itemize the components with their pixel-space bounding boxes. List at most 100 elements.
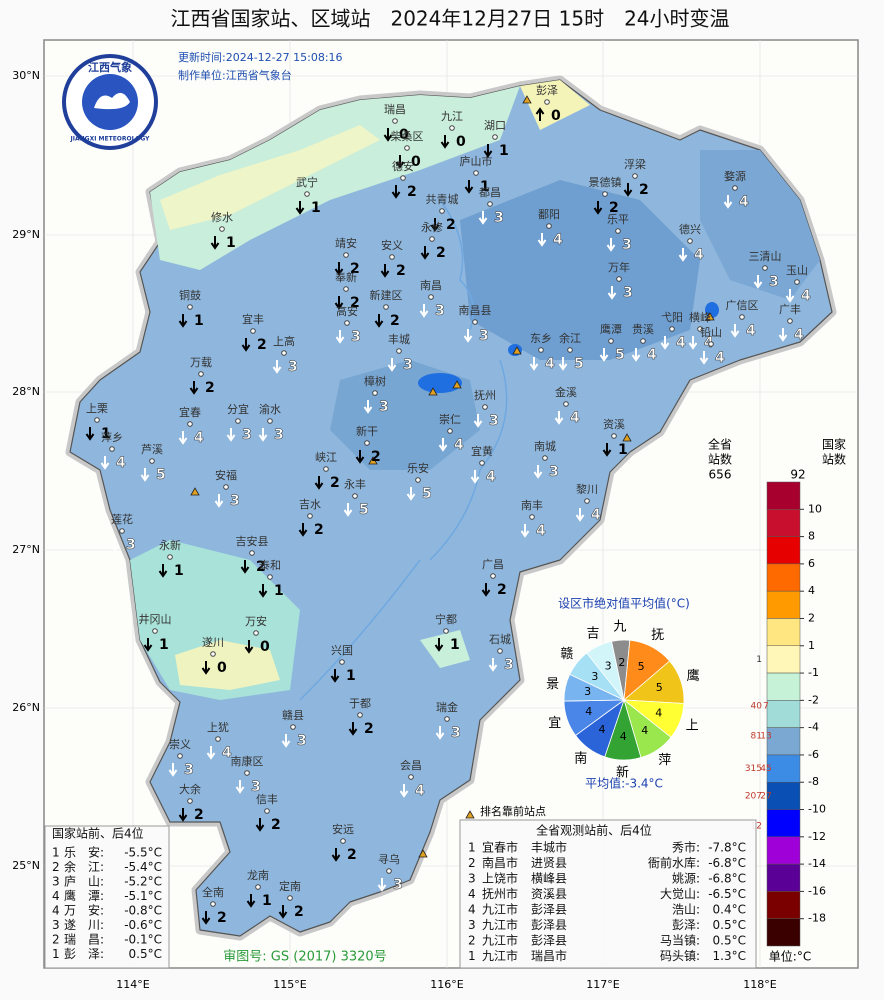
station-name: 寻乌 (378, 852, 400, 866)
change-value: 4 (746, 323, 756, 339)
station-dot (669, 326, 675, 332)
station-dot (392, 118, 398, 124)
change-arrow (348, 722, 358, 736)
station-name: 永丰 (344, 477, 366, 491)
legend-swatch (766, 809, 801, 838)
table-cell: 0.5°C (713, 918, 746, 932)
province-count: 207 (745, 791, 762, 801)
change-arrow (406, 487, 416, 501)
legend-swatch (766, 727, 801, 756)
change-value: 3 (274, 427, 284, 443)
legend-tick-label: 1 (808, 639, 815, 652)
legend-tick-label: -1 (808, 666, 819, 679)
legend-swatch (766, 536, 801, 565)
station-dot (439, 208, 445, 214)
change-value: 1 (346, 668, 356, 684)
top-station-markers (190, 95, 715, 858)
station-dot (219, 226, 225, 232)
change-arrow (434, 638, 444, 652)
change-arrow (688, 336, 698, 350)
legend-swatch (766, 645, 801, 674)
change-arrow (419, 304, 429, 318)
station-name: 鹰潭 (600, 322, 622, 336)
pie-value-label: 4 (620, 730, 627, 743)
legend-swatch (766, 863, 801, 892)
change-value: 3 (622, 237, 632, 253)
national-count: 7 (763, 701, 769, 711)
station-name: 铅山 (700, 325, 722, 339)
station-name: 广丰 (779, 303, 801, 316)
change-arrow (189, 381, 199, 395)
table-cell: -6.5°C (708, 887, 746, 901)
station-name: 万安 (245, 614, 267, 628)
change-value: 2 (371, 449, 381, 465)
pie-category: 赣 (560, 647, 573, 662)
station-dot (616, 276, 622, 282)
station-dot (253, 630, 259, 636)
change-value: 4 (801, 288, 811, 304)
station-dot (281, 350, 287, 356)
station-name: 石城 (489, 633, 511, 646)
station-name: 贵溪 (632, 323, 654, 336)
province-table-box (459, 819, 757, 969)
change-value: 2 (257, 337, 267, 353)
change-value: 2 (271, 817, 281, 833)
station-dot (708, 341, 714, 347)
station-name: 井冈山 (139, 612, 172, 626)
change-value: 2 (350, 295, 360, 311)
table-cell: 1 (52, 846, 60, 860)
change-value: 5 (615, 347, 625, 363)
station-name: 浮梁 (624, 157, 646, 171)
pie-value-label: 5 (656, 681, 663, 694)
station-name: 共青城 (426, 193, 459, 206)
table-cell: 2 (52, 860, 60, 874)
station-name: 抚州 (474, 388, 496, 402)
station-dot (546, 223, 552, 229)
change-arrow (377, 878, 387, 892)
station-name: 广昌 (482, 558, 504, 571)
table-cell: 资溪县 (531, 887, 567, 901)
change-arrow (343, 503, 353, 517)
table-cell: 乐 安: (64, 845, 104, 860)
legend-swatch (766, 672, 801, 701)
station-name: 峡江 (315, 450, 337, 464)
station-name: 崇义 (169, 738, 191, 751)
lon-label: 118°E (743, 978, 776, 991)
table-cell: -5.4°C (124, 860, 162, 874)
logo: 江西气象 JIANGXI METEOROLOGY (62, 54, 158, 150)
station-name: 龙南 (247, 869, 269, 882)
table-cell: -5.1°C (124, 889, 162, 903)
station-dot (235, 418, 241, 424)
station-name: 于都 (349, 697, 371, 710)
station-dot (149, 458, 155, 464)
station-name: 金溪 (555, 385, 577, 399)
station-name: 上犹 (207, 721, 229, 734)
change-value: 2 (390, 313, 400, 329)
station-dot (640, 338, 646, 344)
change-arrow (226, 428, 236, 442)
change-value: 3 (184, 762, 194, 778)
station-dot (632, 173, 638, 179)
station-name: 崇仁 (439, 413, 461, 426)
legend-swatch (766, 754, 801, 783)
station-name: 南康区 (231, 754, 264, 768)
station-dot (255, 884, 261, 890)
station-dot (762, 265, 768, 271)
station-name: 吉安县 (236, 534, 269, 548)
table-cell: 彭泽: (672, 918, 700, 932)
table-cell: 2 (52, 933, 60, 947)
pie-category: 抚 (651, 628, 664, 643)
change-arrow (533, 465, 543, 479)
station-dot (739, 314, 745, 320)
pie-value-label: 3 (605, 659, 612, 672)
table-cell: 彭 泽: (64, 947, 104, 961)
lat-label: 27°N (12, 543, 40, 556)
table-cell: 秀市: (672, 840, 700, 855)
change-value: 2 (609, 200, 619, 216)
change-value: 4 (739, 194, 749, 210)
table-cell: 4 (468, 903, 476, 917)
legend-tick-label: 8 (808, 530, 815, 543)
station-dot (287, 895, 293, 901)
change-value: 1 (101, 426, 111, 442)
station-name: 余江 (559, 331, 581, 345)
